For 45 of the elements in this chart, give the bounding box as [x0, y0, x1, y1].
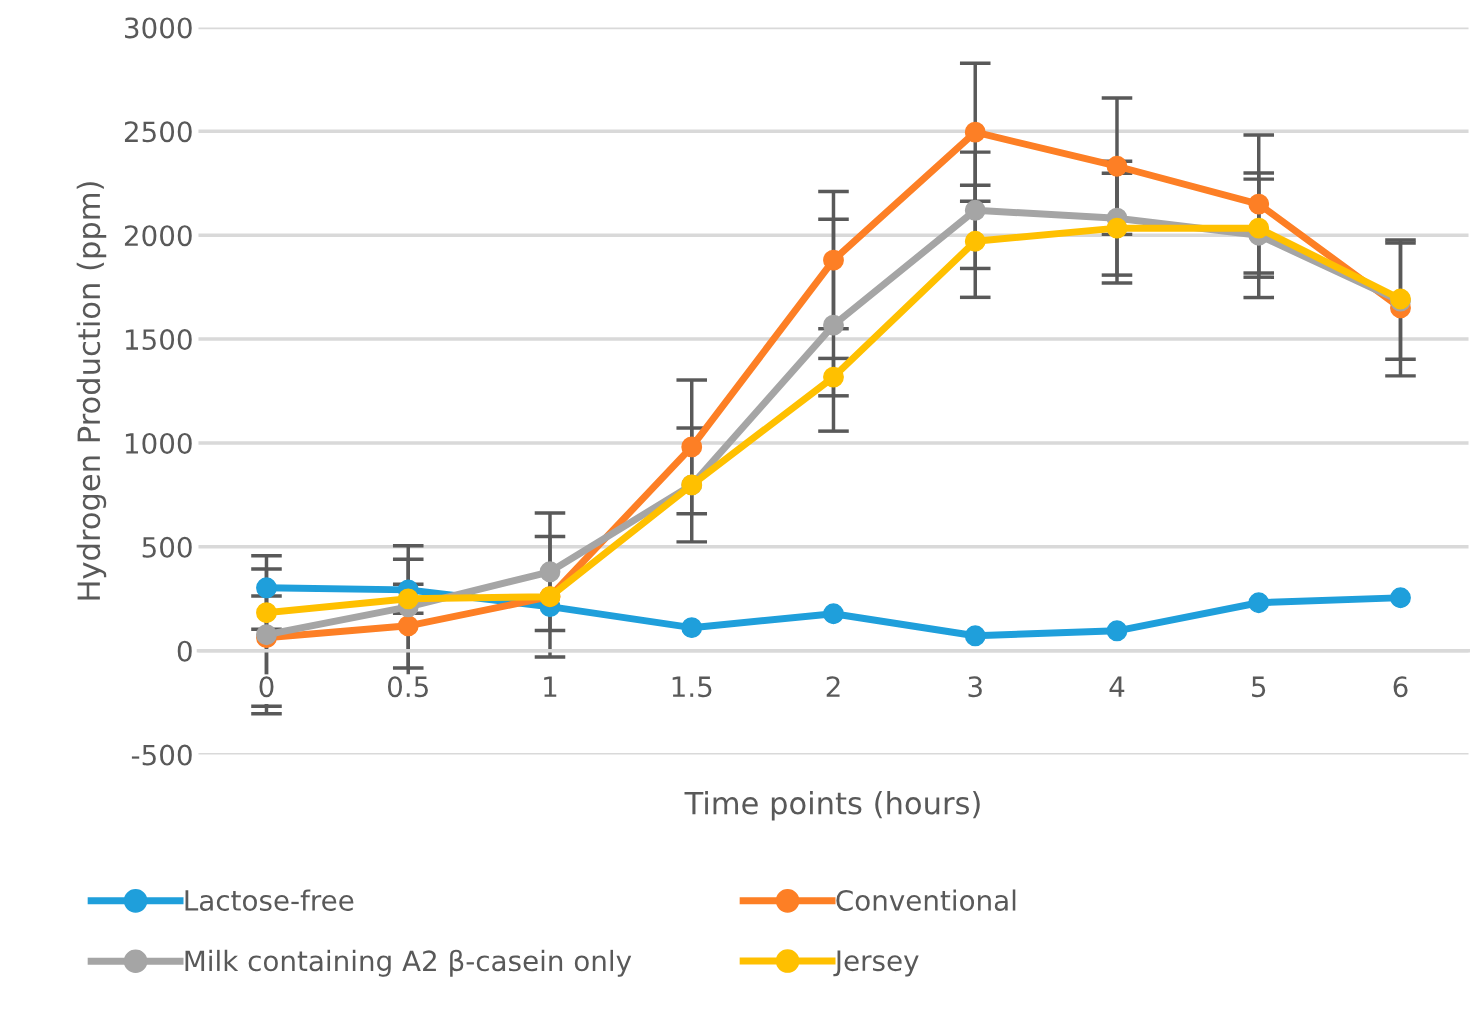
x-tick-label: 0.5: [387, 676, 428, 698]
x-axis-title: Time points (hours): [684, 790, 980, 821]
point: [823, 249, 844, 271]
point: [256, 602, 277, 624]
y-tick-label: 500: [142, 536, 192, 558]
point: [681, 436, 703, 458]
y-tick-label: 2000: [124, 225, 192, 247]
point: [1390, 587, 1411, 609]
point: [1106, 155, 1128, 177]
y-tick-label: 0: [177, 640, 192, 662]
point: [397, 588, 419, 610]
x-tick-label: 2: [826, 676, 840, 697]
point: [964, 230, 986, 252]
point: [964, 121, 986, 143]
y-tick-label: 2500: [124, 121, 192, 143]
point: [1248, 193, 1270, 215]
legend-label: Milk containing A2 β-casein only: [185, 949, 632, 977]
x-tick-label: 4: [1109, 676, 1125, 697]
y-tick-label: 1000: [125, 432, 192, 454]
y-tick-label: 1500: [125, 329, 192, 351]
x-tick-label: 3: [968, 676, 982, 698]
legend-label: Lactose-free: [185, 889, 354, 911]
y-axis-title: Hydrogen Production (ppm): [76, 182, 107, 600]
x-tick-label: 0: [259, 676, 274, 698]
point: [681, 617, 703, 639]
point: [823, 366, 844, 388]
y-tick-label: 3000: [125, 17, 192, 39]
legend-label: Jersey: [833, 950, 919, 977]
point: [397, 615, 419, 637]
x-tick-label: 1.5: [672, 676, 712, 698]
point: [823, 603, 844, 625]
x-tick-label: 5: [1252, 676, 1266, 698]
point: [1248, 592, 1270, 614]
y-tick-label: -500: [131, 744, 192, 766]
x-tick-label: 1: [544, 676, 557, 697]
point: [964, 625, 986, 647]
point: [823, 314, 844, 336]
legend-label: Conventional: [836, 889, 1016, 911]
point: [964, 199, 986, 221]
point: [539, 561, 561, 583]
point: [1248, 217, 1270, 239]
x-tick-label: 6: [1393, 676, 1408, 698]
point: [256, 577, 277, 599]
point: [1106, 217, 1128, 239]
point: [1106, 620, 1128, 642]
